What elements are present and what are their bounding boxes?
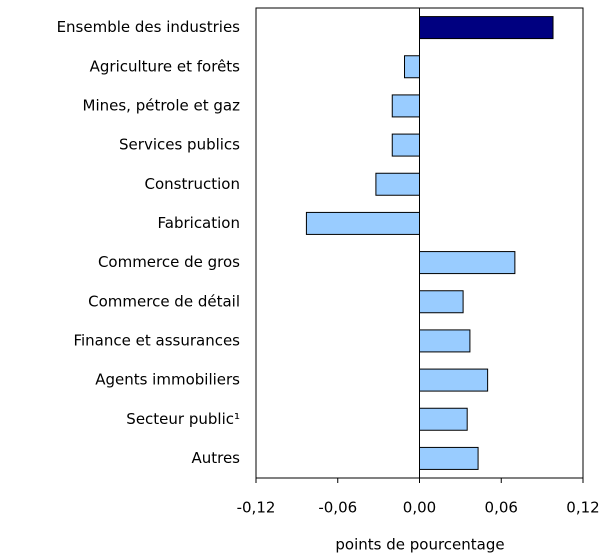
- x-tick-label: -0,12: [237, 499, 276, 517]
- x-tick-label: 0,06: [485, 499, 518, 517]
- x-tick-label: 0,00: [403, 499, 436, 517]
- bar: [375, 172, 420, 196]
- bar: [305, 211, 421, 235]
- bar: [419, 329, 471, 353]
- bar: [419, 290, 464, 314]
- x-tick-label: -0,06: [318, 499, 357, 517]
- y-tick-label: Commerce de détail: [88, 292, 240, 310]
- bar: [419, 446, 479, 470]
- y-tick-label: Mines, pétrole et gaz: [83, 96, 241, 114]
- y-tick-label: Finance et assurances: [73, 331, 240, 349]
- bar: [419, 368, 489, 392]
- y-tick-label: Agriculture et forêts: [90, 57, 241, 75]
- y-tick-label: Autres: [191, 449, 240, 467]
- y-tick-label: Ensemble des industries: [57, 18, 241, 36]
- bar: [419, 407, 468, 431]
- bar: [419, 16, 554, 40]
- x-tick-label: 0,12: [566, 499, 599, 517]
- y-tick-label: Agents immobiliers: [95, 371, 240, 389]
- bar: [419, 251, 516, 275]
- y-tick-label: Commerce de gros: [98, 253, 240, 271]
- y-tick-label: Fabrication: [158, 214, 240, 232]
- bar: [404, 55, 421, 79]
- y-tick-label: Construction: [144, 175, 240, 193]
- bar: [391, 133, 420, 157]
- y-tick-label: Services publics: [119, 136, 240, 154]
- y-tick-label: Secteur public¹: [126, 410, 240, 428]
- x-axis-title: points de pourcentage: [335, 536, 504, 554]
- bar: [391, 94, 420, 118]
